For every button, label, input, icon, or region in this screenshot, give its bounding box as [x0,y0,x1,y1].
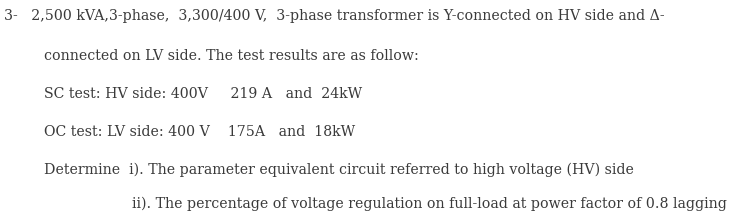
Text: SC test: HV side: 400V     219 A   and  24kW: SC test: HV side: 400V 219 A and 24kW [44,87,363,101]
Text: OC test: LV side: 400 V    175A   and  18kW: OC test: LV side: 400 V 175A and 18kW [44,125,355,139]
Text: 3-   2,500 kVA,3-phase,  3,300/400 V,  3-phase transformer is Y-connected on HV : 3- 2,500 kVA,3-phase, 3,300/400 V, 3-pha… [4,9,665,23]
Text: Determine  i). The parameter equivalent circuit referred to high voltage (HV) si: Determine i). The parameter equivalent c… [44,163,634,177]
Text: ii). The percentage of voltage regulation on full-load at power factor of 0.8 la: ii). The percentage of voltage regulatio… [132,196,727,211]
Text: connected on LV side. The test results are as follow:: connected on LV side. The test results a… [44,49,420,63]
